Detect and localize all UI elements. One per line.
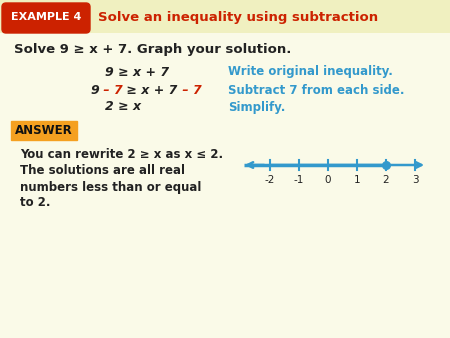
Text: 2: 2 xyxy=(382,175,389,185)
Text: EXAMPLE 4: EXAMPLE 4 xyxy=(11,12,81,22)
Text: – 7: – 7 xyxy=(99,83,122,97)
Text: – 7: – 7 xyxy=(178,83,202,97)
Text: Simplify.: Simplify. xyxy=(228,100,285,114)
FancyBboxPatch shape xyxy=(11,121,77,140)
Text: You can rewrite 2 ≥ x as x ≤ 2.: You can rewrite 2 ≥ x as x ≤ 2. xyxy=(20,148,223,162)
Text: ≥ x + 7: ≥ x + 7 xyxy=(122,83,178,97)
Text: 3: 3 xyxy=(412,175,418,185)
Text: 2 ≥ x: 2 ≥ x xyxy=(105,100,141,114)
Text: -2: -2 xyxy=(265,175,275,185)
FancyBboxPatch shape xyxy=(2,3,90,33)
Text: numbers less than or equal: numbers less than or equal xyxy=(20,180,202,193)
Text: Solve an inequality using subtraction: Solve an inequality using subtraction xyxy=(98,10,378,24)
Bar xyxy=(0,0,450,33)
Text: 9: 9 xyxy=(90,83,99,97)
Text: The solutions are all real: The solutions are all real xyxy=(20,165,185,177)
Text: to 2.: to 2. xyxy=(20,196,50,210)
Text: 9 ≥ x + 7: 9 ≥ x + 7 xyxy=(105,66,169,78)
Text: Write original inequality.: Write original inequality. xyxy=(228,66,393,78)
Text: ANSWER: ANSWER xyxy=(15,123,73,137)
Text: 0: 0 xyxy=(325,175,331,185)
Text: Solve 9 ≥ x + 7. Graph your solution.: Solve 9 ≥ x + 7. Graph your solution. xyxy=(14,43,292,55)
Text: -1: -1 xyxy=(294,175,304,185)
Text: 1: 1 xyxy=(354,175,360,185)
Text: Subtract 7 from each side.: Subtract 7 from each side. xyxy=(228,83,405,97)
